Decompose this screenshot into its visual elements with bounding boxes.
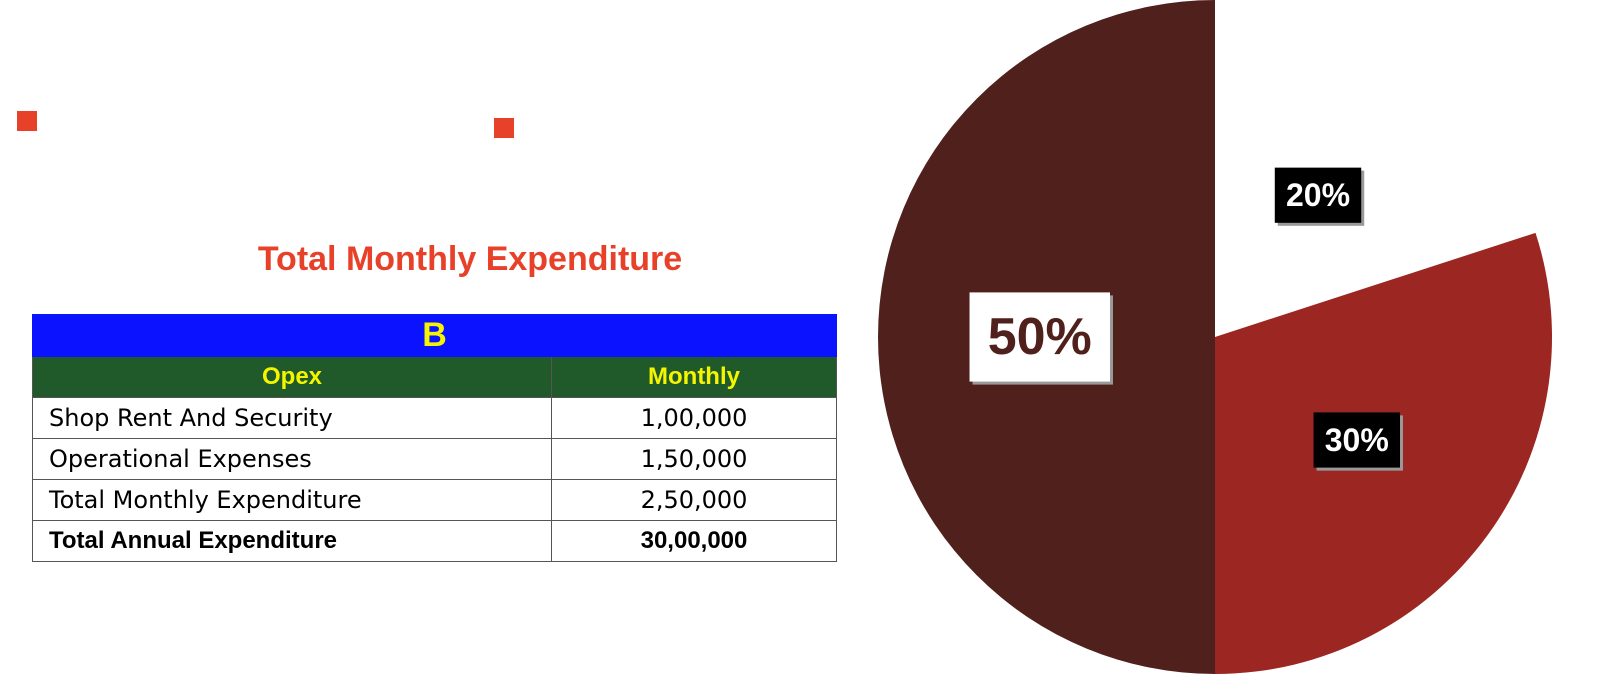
data-label-text: 50% <box>988 308 1092 366</box>
cell: Total Monthly Expenditure <box>32 479 552 521</box>
cell: 2,50,000 <box>551 479 837 521</box>
column-header: Monthly <box>551 356 837 398</box>
bullet <box>494 118 514 138</box>
label-box <box>1313 412 1400 468</box>
cell: 30,00,000 <box>551 520 837 562</box>
cell: 1,00,000 <box>551 397 837 439</box>
expense-table: B Opex Monthly Shop Rent And Security 1,00… <box>32 314 837 562</box>
table-title: Total Monthly Expenditure <box>257 240 683 278</box>
label-box <box>1274 167 1362 223</box>
bullet <box>17 111 37 131</box>
label-box <box>969 292 1110 382</box>
data-label-text: 30% <box>1325 422 1389 458</box>
pie-slice <box>1215 0 1536 337</box>
cell: Operational Expenses <box>32 438 552 480</box>
data-label-text: 20% <box>1286 177 1350 213</box>
cell: Total Annual Expenditure <box>32 520 552 562</box>
column-header: Opex <box>32 356 552 398</box>
